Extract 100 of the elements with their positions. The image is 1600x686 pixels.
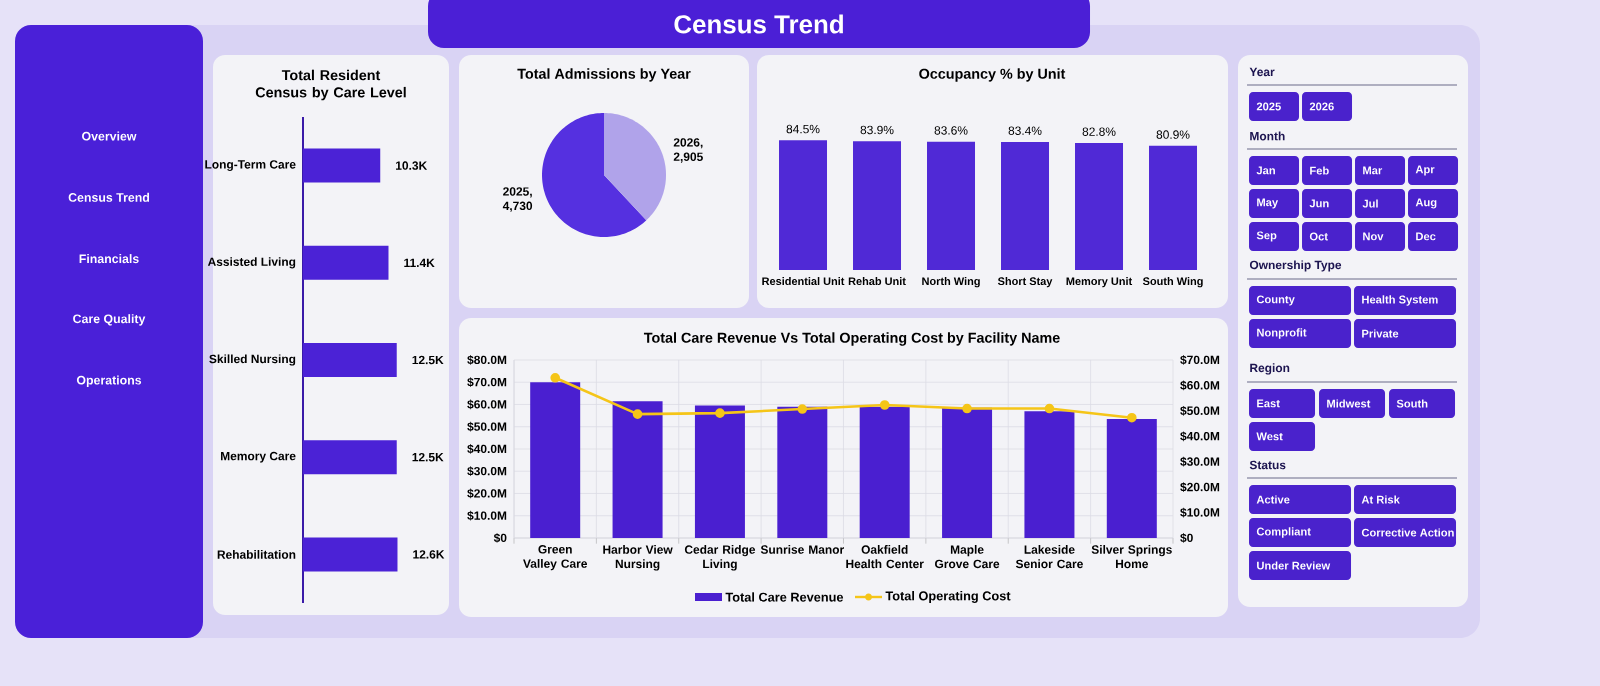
chart-title: Total Resident Census by Care Level — [255, 69, 406, 101]
bar — [530, 382, 581, 538]
x-tick-label: Rehab Unit — [848, 277, 906, 286]
y-tick-label: Long-Term Care — [205, 160, 296, 172]
x-tick-label: South Wing — [1142, 277, 1203, 288]
y2-tick-label: $40.0M — [1180, 431, 1220, 442]
bar — [859, 406, 910, 538]
point — [1044, 403, 1055, 414]
bar — [777, 406, 828, 538]
data-label: 84.5% — [786, 124, 820, 134]
y-tick-label: Assisted Living — [207, 257, 296, 269]
text: Jan — [1256, 166, 1275, 175]
text: Operations — [76, 375, 142, 387]
bar — [942, 407, 993, 538]
point — [632, 409, 643, 419]
text: Care Quality — [73, 314, 146, 326]
point — [962, 403, 972, 414]
y2-tick-label: $60.0M — [1180, 380, 1220, 391]
text: Status — [1249, 460, 1286, 470]
text: Private — [1362, 329, 1399, 338]
text: South — [1396, 399, 1428, 408]
x-tick-label: Green Valley Care — [523, 545, 588, 571]
y2-tick-label: $50.0M — [1180, 405, 1220, 416]
text: 2025 — [1256, 102, 1281, 111]
legend-label: Total Care Revenue — [725, 592, 844, 602]
text: Mar — [1363, 166, 1383, 175]
y2-tick-label: $0 — [1180, 533, 1193, 543]
data-label: 83.4% — [1008, 126, 1042, 135]
y-tick-label: $30.0M — [467, 466, 507, 477]
y-tick-label: $10.0M — [467, 510, 507, 521]
text: Census Trend — [674, 14, 843, 34]
x-tick-label: Lakeside Senior Care — [1015, 545, 1083, 569]
x-tick-label: Memory Unit — [1066, 277, 1133, 288]
text: May — [1257, 198, 1279, 209]
text: Compliant — [1256, 527, 1311, 538]
data-label: 11.4K — [404, 258, 435, 267]
data-label: 83.6% — [934, 126, 968, 135]
y2-tick-label: $30.0M — [1180, 456, 1220, 467]
chart-title: Total Admissions by Year — [517, 68, 691, 82]
y-tick-label: $20.0M — [467, 488, 507, 499]
text: Ownership Type — [1249, 260, 1342, 272]
point — [715, 408, 725, 418]
x-tick-label: Cedar Ridge Living — [684, 545, 756, 571]
y2-tick-label: $20.0M — [1180, 482, 1220, 493]
text: Dec — [1416, 232, 1436, 241]
data-label: 12.5K — [412, 355, 444, 365]
bar — [303, 148, 381, 183]
chart-title: Occupancy % by Unit — [919, 68, 1066, 82]
text: Midwest — [1327, 399, 1371, 408]
text: Aug — [1415, 198, 1437, 209]
x-tick-label: Sunrise Manor — [760, 545, 844, 554]
point — [797, 404, 808, 414]
text: Jun — [1309, 199, 1329, 208]
bar — [303, 343, 397, 378]
point — [1127, 412, 1137, 423]
text: County — [1256, 295, 1295, 306]
point — [879, 400, 890, 410]
bar — [303, 245, 389, 280]
bar — [303, 440, 397, 475]
text: Census Trend — [68, 192, 150, 202]
text: Corrective Action — [1361, 528, 1454, 537]
data-label: 12.6K — [413, 550, 445, 559]
x-tick-label: Harbor View Nursing — [603, 545, 673, 571]
y2-tick-label: $10.0M — [1180, 507, 1220, 518]
text: East — [1257, 399, 1280, 408]
text: Region — [1250, 363, 1290, 375]
text: Active — [1256, 495, 1290, 504]
text: Sep — [1256, 231, 1277, 242]
y-tick-label: $40.0M — [467, 444, 507, 454]
text: West — [1256, 432, 1283, 441]
text: Nov — [1363, 232, 1384, 241]
text: Oct — [1309, 232, 1328, 241]
text: Year — [1249, 67, 1275, 77]
bar — [1024, 411, 1075, 538]
bar — [303, 537, 398, 572]
text: Overview — [82, 131, 137, 141]
bar — [612, 401, 663, 538]
text: Nonprofit — [1257, 328, 1307, 339]
y-tick-label: $60.0M — [467, 399, 507, 410]
text: Jul — [1362, 199, 1378, 208]
x-tick-label: Silver Springs Home — [1091, 545, 1172, 569]
chart-title: Total Care Revenue Vs Total Operating Cost by Facility Name — [643, 332, 1060, 346]
text: Health System — [1362, 295, 1438, 306]
text: Apr — [1415, 165, 1435, 176]
y2-tick-label: $70.0M — [1180, 355, 1220, 365]
x-tick-label: North Wing — [922, 277, 980, 288]
x-tick-label: Short Stay — [997, 277, 1053, 288]
bar — [1106, 418, 1157, 538]
text: Financials — [79, 254, 139, 264]
y-tick-label: $50.0M — [467, 421, 507, 432]
x-tick-label: Oakfield Health Center — [846, 545, 924, 569]
legend-label: Total Operating Cost — [885, 591, 1011, 603]
y-tick-label: $0 — [493, 533, 507, 543]
y-tick-label: Rehabilitation — [217, 549, 296, 559]
x-tick-label: Residential Unit — [762, 277, 845, 286]
y-tick-label: $80.0M — [467, 355, 507, 365]
data-label: 12.5K — [412, 452, 444, 462]
y-tick-label: Skilled Nursing — [209, 354, 296, 366]
text: At Risk — [1361, 495, 1400, 504]
text: Feb — [1310, 166, 1329, 175]
